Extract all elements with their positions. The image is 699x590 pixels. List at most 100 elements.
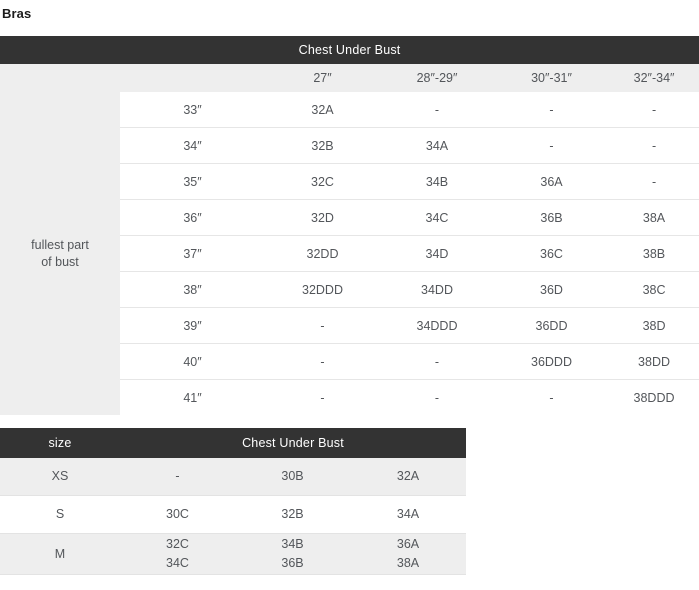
- table-row: XS - 30B 32A: [0, 458, 467, 496]
- table2-size-label-1: S: [0, 495, 120, 534]
- table1-subheader-row: 27″ 28″-29″ 30″-31″ 32″-34″: [0, 64, 699, 92]
- row-group-label-line-1: fullest part: [31, 237, 89, 252]
- table1-row-label-6: 39″: [120, 307, 265, 344]
- table1-cell-0-2: -: [494, 92, 609, 128]
- table1-bust-axis-blank: [120, 64, 265, 92]
- table-row: 36″ 32D 34C 36B 38A: [0, 199, 699, 236]
- table1-cell-3-1: 34C: [380, 199, 494, 236]
- table1-cell-6-2: 36DD: [494, 307, 609, 344]
- table1-cell-0-0: 32A: [265, 92, 380, 128]
- table1-row-group-label: fullest part of bust: [0, 92, 120, 415]
- table1-col-header-3: 32″-34″: [609, 64, 699, 92]
- table2-cell-0-2: 32A: [350, 458, 467, 496]
- bra-size-chart-primary: Chest Under Bust 27″ 28″-29″ 30″-31″ 32″…: [0, 36, 699, 415]
- table1-header-row: Chest Under Bust: [0, 36, 699, 64]
- table2-cell-1-0: 30C: [120, 495, 235, 534]
- table1-cell-0-3: -: [609, 92, 699, 128]
- table2-cell-value: 32A: [396, 469, 420, 483]
- table1-col-header-0: 27″: [265, 64, 380, 92]
- table1-cell-5-2: 36D: [494, 271, 609, 308]
- table2-cell-value: 30C: [166, 507, 189, 521]
- table1-cell-4-3: 38B: [609, 235, 699, 272]
- table2-cell-value: 32B: [281, 507, 304, 521]
- table1-cell-5-3: 38C: [609, 271, 699, 308]
- table2-cell-value: 34B: [281, 537, 304, 551]
- table1-cell-7-1: -: [380, 343, 494, 380]
- table-row: M 32C 34C 34B 36B 36A 38A: [0, 533, 467, 575]
- table2-size-label-2: M: [0, 533, 120, 575]
- table-row: 34″ 32B 34A - -: [0, 127, 699, 164]
- table1-cell-8-0: -: [265, 379, 380, 415]
- table1-cell-2-0: 32C: [265, 163, 380, 200]
- table1-row-label-5: 38″: [120, 271, 265, 308]
- table2-cell-2-2: 36A 38A: [350, 533, 467, 575]
- table1-cell-3-2: 36B: [494, 199, 609, 236]
- table1-row-label-3: 36″: [120, 199, 265, 236]
- table1-cell-0-1: -: [380, 92, 494, 128]
- table1-cell-4-1: 34D: [380, 235, 494, 272]
- table1-cell-7-0: -: [265, 343, 380, 380]
- table1-cell-6-3: 38D: [609, 307, 699, 344]
- table1-cell-6-1: 34DDD: [380, 307, 494, 344]
- table1-cell-2-3: -: [609, 163, 699, 200]
- table1-main-header: Chest Under Bust: [0, 36, 699, 64]
- table-row: 39″ - 34DDD 36DD 38D: [0, 307, 699, 344]
- table1-cell-1-3: -: [609, 127, 699, 164]
- table-row: S 30C 32B 34A: [0, 495, 467, 534]
- table1-cell-8-2: -: [494, 379, 609, 415]
- page-title: Bras: [2, 6, 32, 21]
- table-row: 37″ 32DD 34D 36C 38B: [0, 235, 699, 272]
- table-row: 35″ 32C 34B 36A -: [0, 163, 699, 200]
- table1-row-label-8: 41″: [120, 379, 265, 415]
- table1-cell-8-3: 38DDD: [609, 379, 699, 415]
- table1-cell-5-0: 32DDD: [265, 271, 380, 308]
- table1-col-header-2: 30″-31″: [494, 64, 609, 92]
- size-table-primary: Chest Under Bust 27″ 28″-29″ 30″-31″ 32″…: [0, 36, 699, 415]
- table2-cell-0-0: -: [120, 458, 235, 496]
- table1-cell-2-2: 36A: [494, 163, 609, 200]
- size-table-secondary: size Chest Under Bust XS - 30B 32A S 30C: [0, 428, 467, 575]
- table1-cell-8-1: -: [380, 379, 494, 415]
- table2-size-label-0: XS: [0, 458, 120, 496]
- table1-row-label-1: 34″: [120, 127, 265, 164]
- table-row: 38″ 32DDD 34DD 36D 38C: [0, 271, 699, 308]
- table1-row-label-2: 35″: [120, 163, 265, 200]
- table1-row-label-4: 37″: [120, 235, 265, 272]
- table1-cell-1-0: 32B: [265, 127, 380, 164]
- table1-cell-7-2: 36DDD: [494, 343, 609, 380]
- table1-cell-4-2: 36C: [494, 235, 609, 272]
- row-group-label-line-2: of bust: [41, 254, 79, 269]
- table2-cell-1-2: 34A: [350, 495, 467, 534]
- table2-cell-0-1: 30B: [235, 458, 350, 496]
- table1-cell-1-2: -: [494, 127, 609, 164]
- table1-cell-3-0: 32D: [265, 199, 380, 236]
- table1-cell-5-1: 34DD: [380, 271, 494, 308]
- table2-cell-1-1: 32B: [235, 495, 350, 534]
- table2-cell-value: 32C: [166, 537, 189, 551]
- table1-row-label-7: 40″: [120, 343, 265, 380]
- table2-cell-value: -: [175, 469, 180, 483]
- table2-cell-value: 38A: [396, 556, 420, 570]
- table-row: 40″ - - 36DDD 38DD: [0, 343, 699, 380]
- table1-row-label-0: 33″: [120, 92, 265, 128]
- table1-cell-4-0: 32DD: [265, 235, 380, 272]
- table2-header-row: size Chest Under Bust: [0, 428, 467, 458]
- table2-cell-value: 34A: [396, 507, 420, 521]
- table2-cell-value: 34C: [166, 556, 189, 570]
- table1-corner-blank: [0, 64, 120, 92]
- bra-size-chart-secondary: size Chest Under Bust XS - 30B 32A S 30C: [0, 428, 467, 575]
- table1-col-header-1: 28″-29″: [380, 64, 494, 92]
- table1-cell-1-1: 34A: [380, 127, 494, 164]
- table1-cell-7-3: 38DD: [609, 343, 699, 380]
- table2-cell-value: 30B: [281, 469, 304, 483]
- table1-cell-3-3: 38A: [609, 199, 699, 236]
- table2-cell-value: 36A: [396, 537, 420, 551]
- table2-main-header: Chest Under Bust: [120, 428, 467, 458]
- table-row: fullest part of bust 33″ 32A - - -: [0, 92, 699, 415]
- table2-cell-2-1: 34B 36B: [235, 533, 350, 575]
- table-row: 41″ - - - 38DDD: [0, 379, 699, 415]
- table1-cell-6-0: -: [265, 307, 380, 344]
- table1-cell-2-1: 34B: [380, 163, 494, 200]
- table2-cell-2-0: 32C 34C: [120, 533, 235, 575]
- table2-cell-value: 36B: [281, 556, 304, 570]
